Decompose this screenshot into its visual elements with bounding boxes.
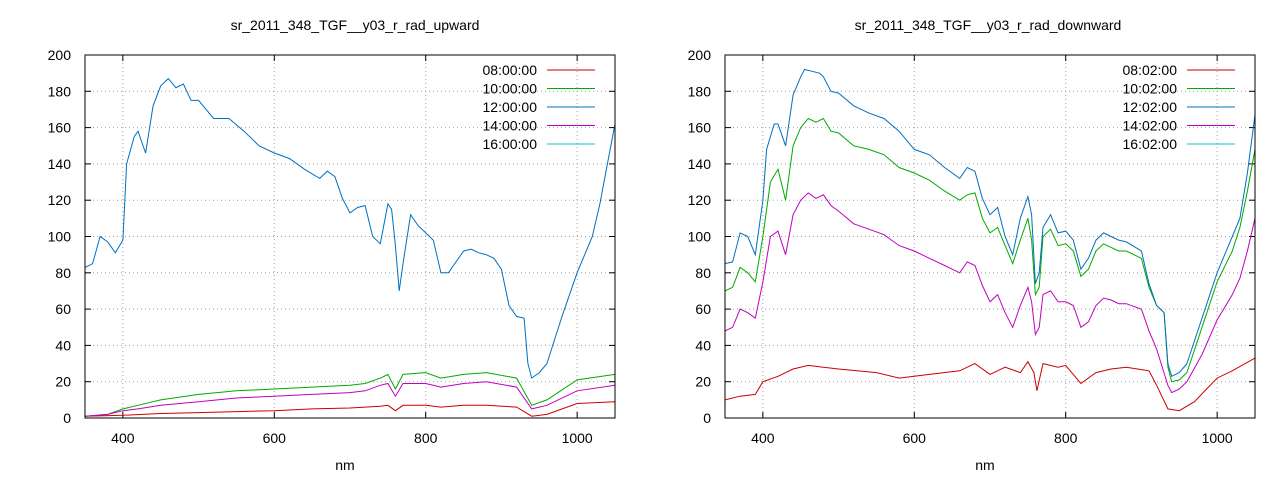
x-tick-label: 600 xyxy=(903,430,927,446)
y-tick-label: 160 xyxy=(48,120,72,136)
y-tick-label: 200 xyxy=(688,47,712,63)
series-line-3 xyxy=(725,68,1255,378)
series-line-4 xyxy=(85,381,615,417)
series-line-4 xyxy=(725,192,1255,394)
y-tick-label: 180 xyxy=(688,83,712,99)
legend-label: 10:00:00 xyxy=(483,81,538,97)
x-tick-label: 400 xyxy=(751,430,775,446)
y-tick-label: 20 xyxy=(55,374,71,390)
series-line-1 xyxy=(85,401,615,417)
y-tick-label: 0 xyxy=(703,410,711,426)
x-axis-label: nm xyxy=(975,457,994,473)
y-tick-label: 100 xyxy=(688,229,712,245)
chart-2: sr_2011_348_TGF__y03_r_rad_downward 0 20 40… xyxy=(688,17,1256,473)
y-tick-label: 140 xyxy=(48,156,72,172)
x-tick-label: 600 xyxy=(263,430,287,446)
y-tick-label: 40 xyxy=(55,337,71,353)
chart-title: sr_2011_348_TGF__y03_r_rad_downward xyxy=(855,17,1122,33)
series-line-1 xyxy=(725,357,1255,412)
legend-label: 14:00:00 xyxy=(483,118,538,134)
plot-frame xyxy=(724,54,1256,419)
y-tick-label: 0 xyxy=(63,410,71,426)
y-tick-label: 140 xyxy=(688,156,712,172)
y-tick-label: 180 xyxy=(48,83,72,99)
chart-title: sr_2011_348_TGF__y03_r_rad_upward xyxy=(231,17,480,33)
legend-label: 16:00:00 xyxy=(483,136,538,152)
x-tick-label: 1000 xyxy=(1202,430,1233,446)
legend-label: 12:00:00 xyxy=(483,99,538,115)
y-tick-label: 20 xyxy=(695,374,711,390)
legend-label: 10:02:00 xyxy=(1123,81,1178,97)
x-tick-label: 800 xyxy=(1054,430,1078,446)
chart-1: sr_2011_348_TGF__y03_r_rad_upward 0 20 40 60… xyxy=(48,17,616,473)
y-tick-label: 60 xyxy=(695,301,711,317)
series-line-2 xyxy=(85,372,615,417)
x-tick-label: 1000 xyxy=(562,430,593,446)
y-tick-label: 200 xyxy=(48,47,72,63)
y-tick-label: 120 xyxy=(688,192,712,208)
series-line-3 xyxy=(85,77,615,379)
legend-label: 08:00:00 xyxy=(483,62,538,78)
legend-label: 12:02:00 xyxy=(1123,99,1178,115)
legend-label: 08:02:00 xyxy=(1123,62,1178,78)
y-tick-label: 120 xyxy=(48,192,72,208)
legend-label: 14:02:00 xyxy=(1123,118,1178,134)
plot-frame xyxy=(84,54,616,419)
y-tick-label: 80 xyxy=(55,265,71,281)
x-axis-label: nm xyxy=(335,457,354,473)
y-tick-label: 60 xyxy=(55,301,71,317)
y-tick-label: 80 xyxy=(695,265,711,281)
y-tick-label: 100 xyxy=(48,229,72,245)
y-tick-label: 40 xyxy=(695,337,711,353)
x-tick-label: 400 xyxy=(111,430,135,446)
y-tick-label: 160 xyxy=(688,120,712,136)
legend-label: 16:02:00 xyxy=(1123,136,1178,152)
series-line-2 xyxy=(725,117,1255,383)
x-tick-label: 800 xyxy=(414,430,438,446)
